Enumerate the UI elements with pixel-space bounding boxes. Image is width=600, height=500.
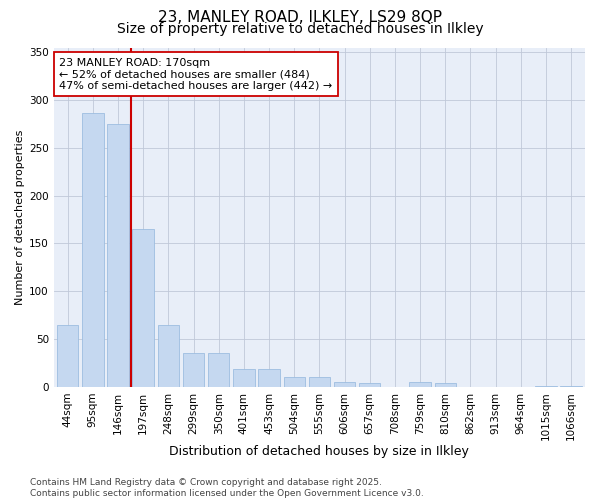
Text: Size of property relative to detached houses in Ilkley: Size of property relative to detached ho… — [116, 22, 484, 36]
Text: Contains HM Land Registry data © Crown copyright and database right 2025.
Contai: Contains HM Land Registry data © Crown c… — [30, 478, 424, 498]
X-axis label: Distribution of detached houses by size in Ilkley: Distribution of detached houses by size … — [169, 444, 469, 458]
Bar — [284, 378, 305, 387]
Text: 23, MANLEY ROAD, ILKLEY, LS29 8QP: 23, MANLEY ROAD, ILKLEY, LS29 8QP — [158, 10, 442, 25]
Bar — [82, 112, 104, 387]
Bar — [158, 324, 179, 387]
Bar — [133, 229, 154, 387]
Bar — [359, 383, 380, 387]
Bar — [334, 382, 355, 387]
Bar — [57, 324, 79, 387]
Bar — [183, 354, 204, 387]
Bar — [409, 382, 431, 387]
Bar — [560, 386, 582, 387]
Bar — [308, 378, 330, 387]
Bar — [259, 368, 280, 387]
Bar — [208, 354, 229, 387]
Bar — [107, 124, 128, 387]
Y-axis label: Number of detached properties: Number of detached properties — [15, 130, 25, 305]
Bar — [233, 368, 254, 387]
Bar — [434, 383, 456, 387]
Text: 23 MANLEY ROAD: 170sqm
← 52% of detached houses are smaller (484)
47% of semi-de: 23 MANLEY ROAD: 170sqm ← 52% of detached… — [59, 58, 332, 91]
Bar — [535, 386, 557, 387]
